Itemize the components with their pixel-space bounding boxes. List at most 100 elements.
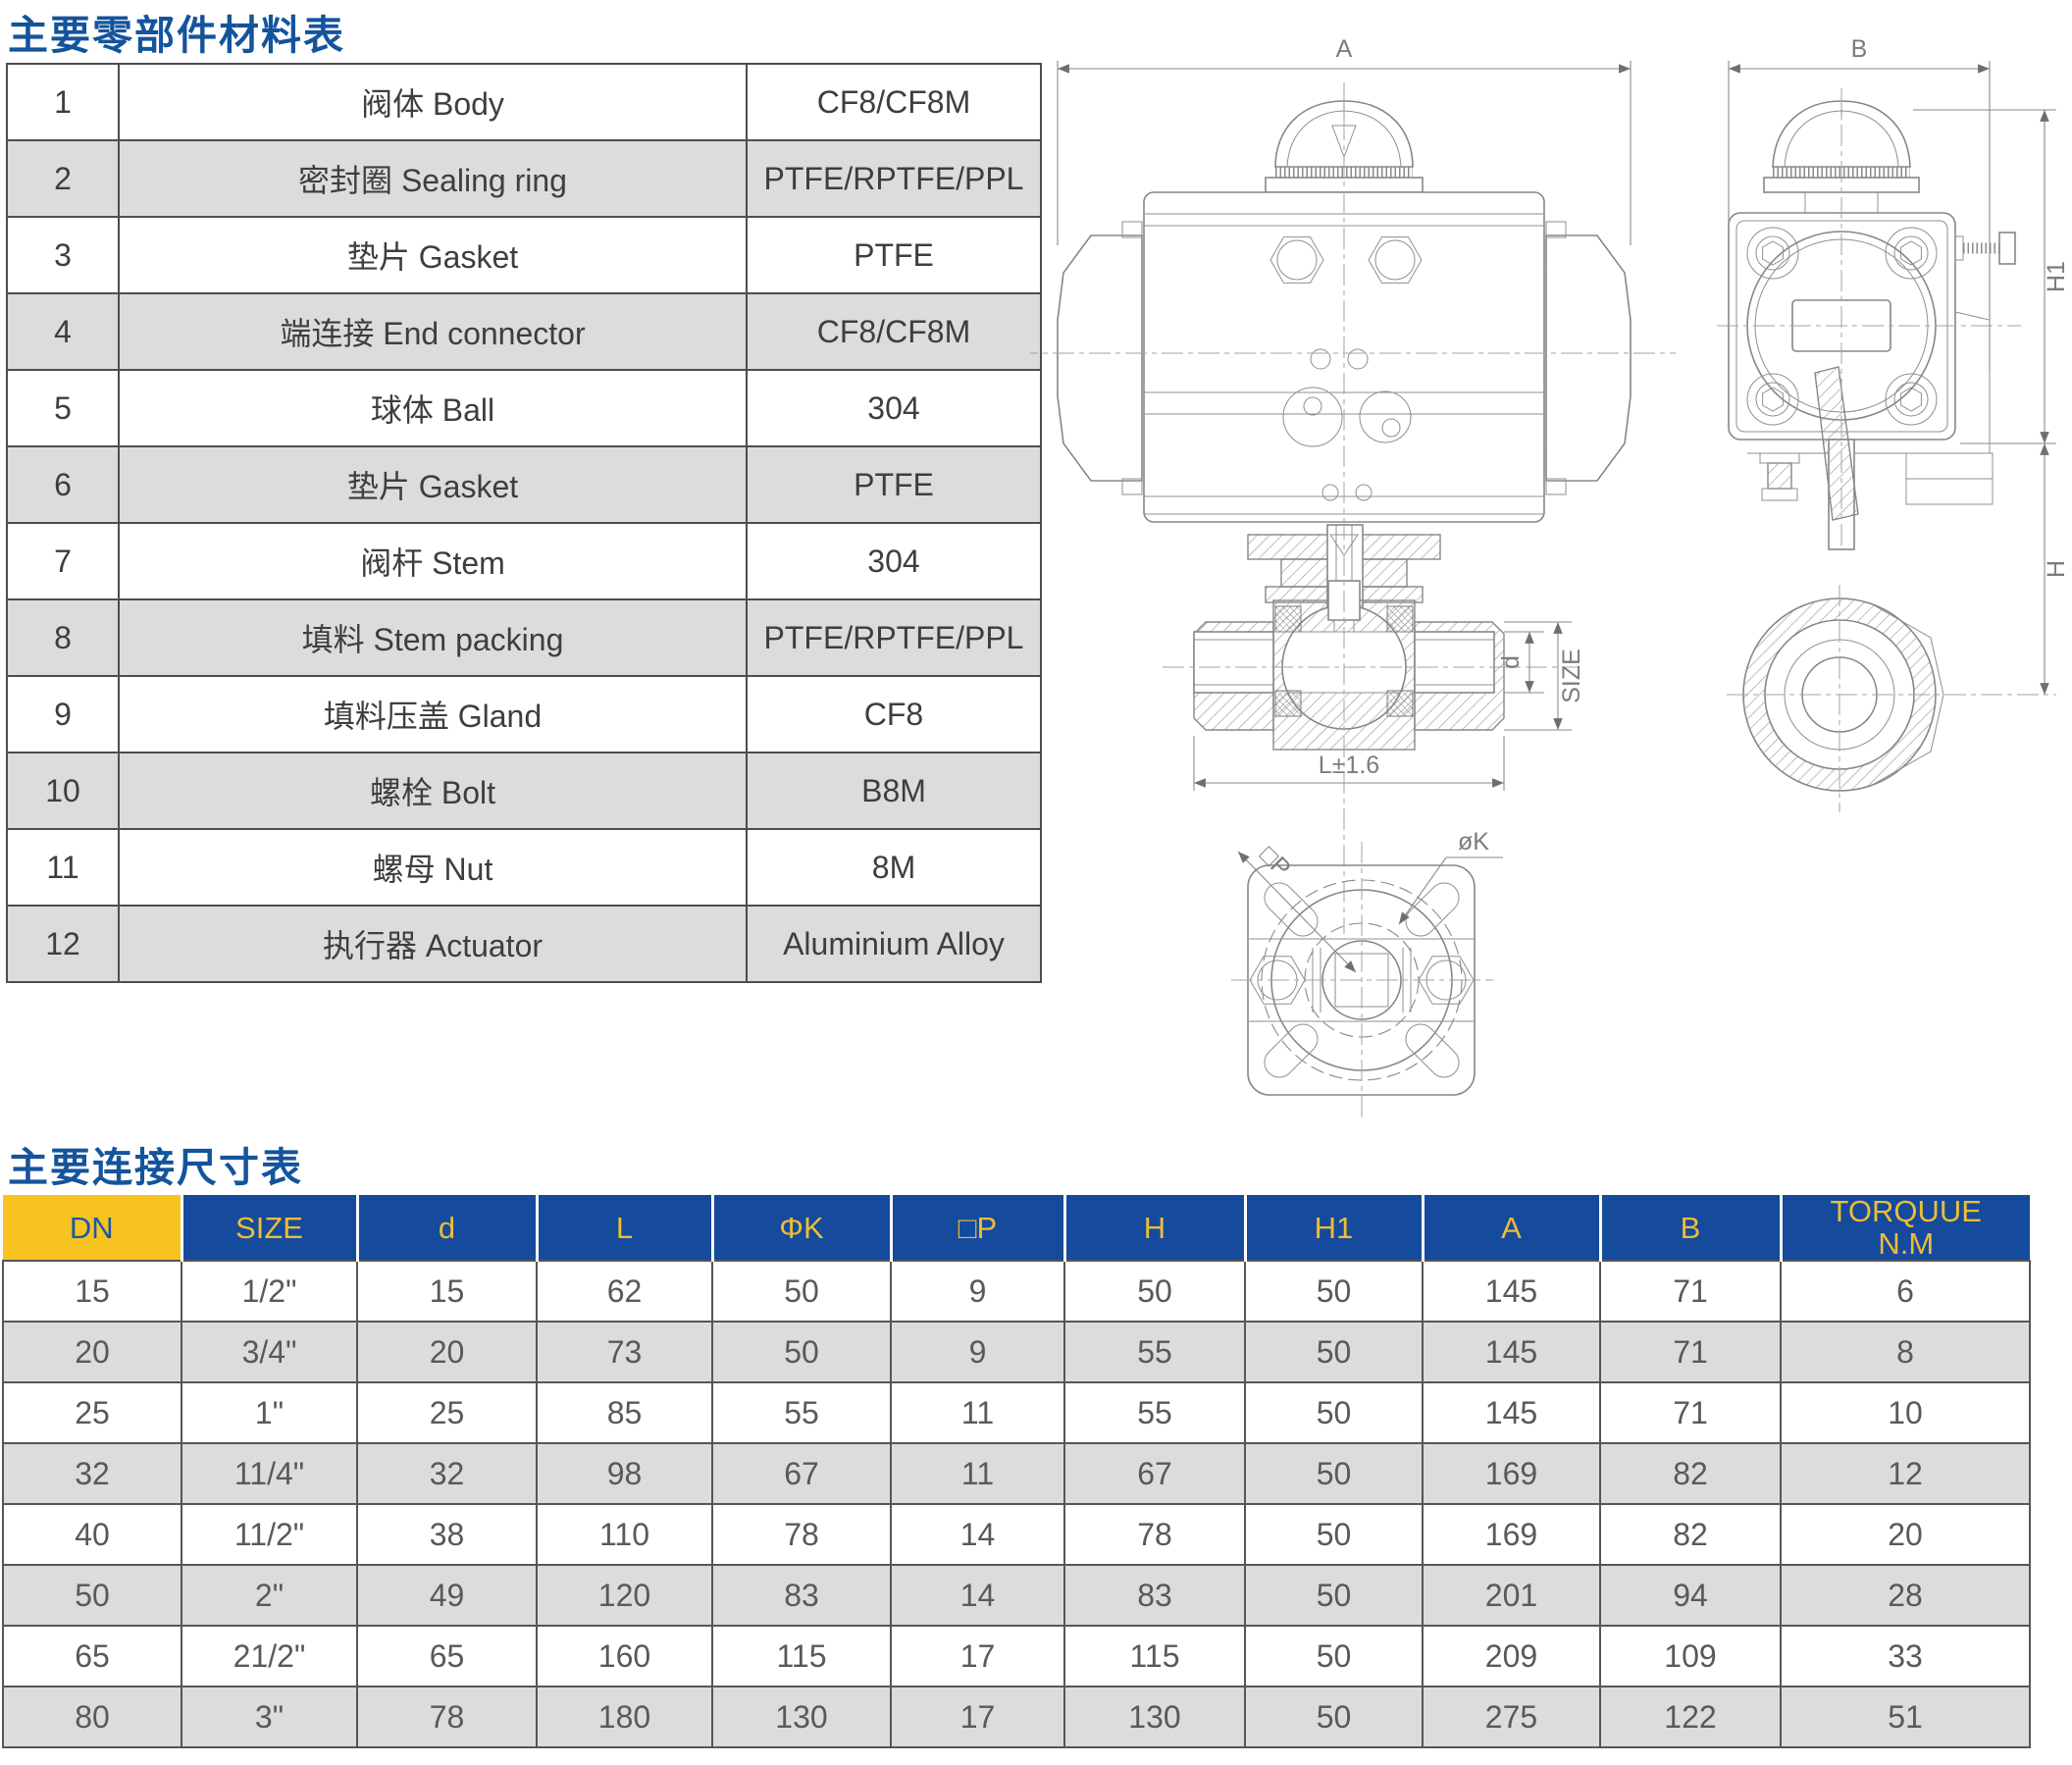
dimension-row: 25 1" 25 85 55 11 55 50 145 71 10 bbox=[2, 1381, 2031, 1444]
material-row: 1 阀体 Body CF8/CF8M bbox=[6, 63, 1042, 141]
material-part-name: 垫片 Gasket bbox=[118, 445, 748, 524]
dim-col-header-torque: TORQUUE N.M bbox=[1779, 1195, 2030, 1261]
valve-technical-drawing: A d SIZE L±1.6 bbox=[1030, 35, 2070, 1120]
dimension-cell: 180 bbox=[536, 1686, 713, 1748]
dimension-cell: 85 bbox=[536, 1381, 713, 1444]
material-value: B8M bbox=[746, 752, 1042, 830]
dimension-cell: 65 bbox=[2, 1625, 182, 1687]
dimension-cell: 1" bbox=[181, 1381, 358, 1444]
dimension-cell: 38 bbox=[356, 1503, 538, 1566]
front-view-actuator-valve: A d SIZE L±1.6 bbox=[1030, 35, 1676, 934]
dimension-cell: 11 bbox=[890, 1381, 1065, 1444]
dimension-row: 20 3/4" 20 73 50 9 55 50 145 71 8 bbox=[2, 1321, 2031, 1383]
dimension-cell: 169 bbox=[1422, 1442, 1601, 1505]
material-value: CF8/CF8M bbox=[746, 292, 1042, 371]
dimension-cell: 115 bbox=[1063, 1625, 1246, 1687]
adjustment-screw bbox=[1954, 232, 2016, 265]
dimension-cell: 50 bbox=[1244, 1442, 1424, 1505]
material-row: 3 垫片 Gasket PTFE bbox=[6, 216, 1042, 294]
dimension-cell: 130 bbox=[711, 1686, 892, 1748]
material-value: PTFE/RPTFE/PPL bbox=[746, 598, 1042, 677]
dimension-row: 40 11/2" 38 110 78 14 78 50 169 82 20 bbox=[2, 1503, 2031, 1566]
material-row: 9 填料压盖 Gland CF8 bbox=[6, 675, 1042, 753]
seat-ring bbox=[1386, 690, 1414, 717]
material-row: 8 填料 Stem packing PTFE/RPTFE/PPL bbox=[6, 598, 1042, 677]
material-part-name: 密封圈 Sealing ring bbox=[118, 139, 748, 218]
dimension-cell: 130 bbox=[1063, 1686, 1246, 1748]
dim-label-l: L±1.6 bbox=[1319, 752, 1379, 779]
dimensions-table: DN SIZE d L ΦK □P H H1 A B TORQUUE N.M 15 1/2" 15 62 50… bbox=[2, 1195, 2031, 1748]
dim-label-k: øK bbox=[1458, 828, 1489, 856]
dimension-cell: 71 bbox=[1599, 1381, 1782, 1444]
dimension-cell: 94 bbox=[1599, 1564, 1782, 1627]
dim-col-header-3: L bbox=[535, 1195, 712, 1261]
material-value: 304 bbox=[746, 522, 1042, 600]
material-part-name: 填料 Stem packing bbox=[118, 598, 748, 677]
dimension-cell: 115 bbox=[711, 1625, 892, 1687]
dimension-cell: 1/2" bbox=[181, 1260, 358, 1323]
corner-bolt bbox=[1885, 227, 1938, 280]
dimension-cell: 78 bbox=[356, 1686, 538, 1748]
dim-col-header-8: A bbox=[1421, 1195, 1600, 1261]
dimension-cell: 50 bbox=[1244, 1564, 1424, 1627]
dimension-cell: 15 bbox=[356, 1260, 538, 1323]
dimension-l: L±1.6 bbox=[1193, 736, 1505, 791]
material-row-number: 6 bbox=[6, 445, 120, 524]
material-value: PTFE bbox=[746, 445, 1042, 524]
dim-label-h1: H1 bbox=[2043, 261, 2070, 292]
dim-col-header-5: □P bbox=[889, 1195, 1064, 1261]
dimension-row: 80 3" 78 180 130 17 130 50 275 122 51 bbox=[2, 1686, 2031, 1748]
dimension-cell: 98 bbox=[536, 1442, 713, 1505]
dim-col-header-2: d bbox=[355, 1195, 537, 1261]
dimension-cell: 62 bbox=[536, 1260, 713, 1323]
dimension-cell: 50 bbox=[2, 1564, 182, 1627]
dimension-cell: 21/2" bbox=[181, 1625, 358, 1687]
dimension-cell: 50 bbox=[1244, 1625, 1424, 1687]
dimension-cell: 50 bbox=[1244, 1260, 1424, 1323]
material-part-name: 端连接 End connector bbox=[118, 292, 748, 371]
material-row-number: 8 bbox=[6, 598, 120, 677]
flange-slot bbox=[1264, 882, 1319, 937]
dimension-cell: 82 bbox=[1599, 1442, 1782, 1505]
dimension-cell: 11/4" bbox=[181, 1442, 358, 1505]
dimension-cell: 67 bbox=[1063, 1442, 1246, 1505]
dimension-cell: 169 bbox=[1422, 1503, 1601, 1566]
dim-label-a: A bbox=[1336, 35, 1353, 63]
dimension-cell: 50 bbox=[1244, 1686, 1424, 1748]
dimension-cell: 3" bbox=[181, 1686, 358, 1748]
dim-col-header-0: DN bbox=[3, 1195, 181, 1261]
dimension-cell: 50 bbox=[711, 1260, 892, 1323]
materials-table-title: 主要零部件材料表 bbox=[8, 13, 345, 58]
material-value: Aluminium Alloy bbox=[746, 905, 1042, 983]
dimension-cell: 55 bbox=[1063, 1381, 1246, 1444]
corner-bolt bbox=[1746, 373, 1799, 426]
material-part-name: 螺母 Nut bbox=[118, 828, 748, 907]
materials-table: 1 阀体 Body CF8/CF8M 2 密封圈 Sealing ring PTFE/RP… bbox=[6, 63, 1042, 983]
dim-label-p: □P bbox=[1255, 841, 1296, 882]
dimension-d: d bbox=[1497, 631, 1544, 694]
dim-col-header-1: SIZE bbox=[180, 1195, 357, 1261]
dimension-cell: 10 bbox=[1780, 1381, 2031, 1444]
material-row-number: 3 bbox=[6, 216, 120, 294]
dim-col-header-4: ΦK bbox=[710, 1195, 891, 1261]
material-row-number: 10 bbox=[6, 752, 120, 830]
flange-slot bbox=[1405, 882, 1460, 937]
dimension-cell: 2" bbox=[181, 1564, 358, 1627]
dimension-cell: 145 bbox=[1422, 1381, 1601, 1444]
material-row: 6 垫片 Gasket PTFE bbox=[6, 445, 1042, 524]
dimension-h1: H1 bbox=[1913, 109, 2070, 444]
dim-label-h: H bbox=[2043, 560, 2070, 578]
corner-bolt bbox=[1746, 227, 1799, 280]
dimension-cell: 6 bbox=[1780, 1260, 2031, 1323]
dimension-a: A bbox=[1057, 35, 1632, 245]
dimension-cell: 145 bbox=[1422, 1260, 1601, 1323]
flange-slot bbox=[1264, 1023, 1319, 1078]
dimension-cell: 78 bbox=[1063, 1503, 1246, 1566]
dimension-cell: 83 bbox=[711, 1564, 892, 1627]
dimension-cell: 50 bbox=[1244, 1381, 1424, 1444]
material-value: PTFE/RPTFE/PPL bbox=[746, 139, 1042, 218]
side-view-actuator-valve: B H1 H bbox=[1717, 35, 2070, 812]
material-part-name: 执行器 Actuator bbox=[118, 905, 748, 983]
dimension-row: 32 11/4" 32 98 67 11 67 50 169 82 12 bbox=[2, 1442, 2031, 1505]
dim-col-header-9: B bbox=[1598, 1195, 1781, 1261]
